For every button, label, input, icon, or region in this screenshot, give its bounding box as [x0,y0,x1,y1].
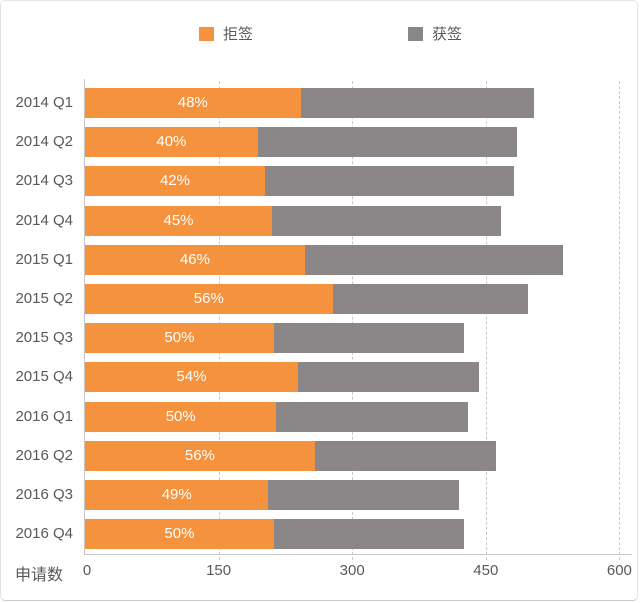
bar-percent-label: 50% [165,407,196,425]
x-axis-line [84,554,632,555]
bar-segment-approved [297,362,479,393]
category-label: 2014 Q3 [15,172,73,190]
bar-segment-rejected: 54% [85,362,298,393]
bar-segment-approved [276,401,468,432]
bar-percent-label: 54% [176,368,207,386]
bar-segment-approved [268,480,460,510]
bar-percent-label: 45% [163,211,194,229]
x-tick-label-0: 0 [82,562,92,579]
category-label: 2014 Q2 [15,133,73,151]
bar-segment-rejected: 50% [85,401,277,432]
bar-percent-label: 48% [177,94,208,111]
x-tick-label-150: 150 [206,562,232,579]
bar-segment-rejected: 50% [85,323,274,354]
bar-segment-rejected: 49% [85,480,269,510]
bar-segment-approved [300,88,534,118]
category-label: 2014 Q1 [15,94,73,111]
category-label: 2015 Q3 [15,329,73,347]
bar-segment-approved [304,244,564,275]
bar-segment-rejected: 48% [85,88,301,118]
bar-segment-rejected: 46% [85,244,305,275]
x-tick-label-300: 300 [339,562,365,579]
legend-label-rejected: 拒签 [223,26,254,43]
gridline-300 [352,81,354,560]
bar-percent-label: 42% [159,172,190,190]
x-tick-label-450: 450 [473,562,499,579]
bar-percent-label: 46% [179,250,210,268]
bar-percent-label: 50% [164,329,195,347]
category-label: 2014 Q4 [15,211,73,229]
x-tick-label-600: 600 [606,562,632,579]
bar-segment-approved [273,323,464,354]
bar-segment-rejected: 40% [85,127,258,158]
bar-segment-rejected: 50% [85,519,274,550]
bar-percent-label: 56% [193,290,224,307]
bar-segment-rejected: 42% [85,166,265,197]
legend-item-rejected: 拒签 [199,23,253,44]
bar-segment-approved [257,127,517,158]
gridline-150 [218,81,220,560]
legend-swatch-rejected-icon [199,26,214,41]
bar-segment-rejected: 45% [85,205,273,236]
bar-segment-rejected: 56% [85,440,315,471]
category-label: 2015 Q4 [15,368,73,386]
category-label: 2015 Q1 [15,250,73,268]
category-label: 2016 Q1 [15,407,73,425]
legend-label-approved: 获签 [432,26,463,43]
category-label: 2016 Q4 [15,525,73,543]
bar-percent-label: 49% [161,486,192,503]
category-label: 2016 Q2 [15,446,73,464]
gridline-450 [485,81,487,560]
legend-item-approved: 获签 [408,23,462,44]
bar-segment-approved [273,519,464,550]
bar-segment-approved [332,284,528,314]
bar-segment-approved [272,205,501,236]
bar-segment-approved [314,440,496,471]
bar-segment-approved [264,166,515,197]
category-label: 2015 Q2 [15,290,73,307]
bar-percent-label: 40% [156,133,187,151]
x-axis-title: 申请数 [15,567,64,584]
category-label: 2016 Q3 [15,486,73,503]
bar-percent-label: 56% [184,446,215,464]
gridline-600 [619,81,621,560]
legend-swatch-approved-icon [408,26,423,41]
y-axis-line [84,79,85,554]
bar-percent-label: 50% [164,525,195,543]
bar-segment-rejected: 56% [85,284,333,314]
